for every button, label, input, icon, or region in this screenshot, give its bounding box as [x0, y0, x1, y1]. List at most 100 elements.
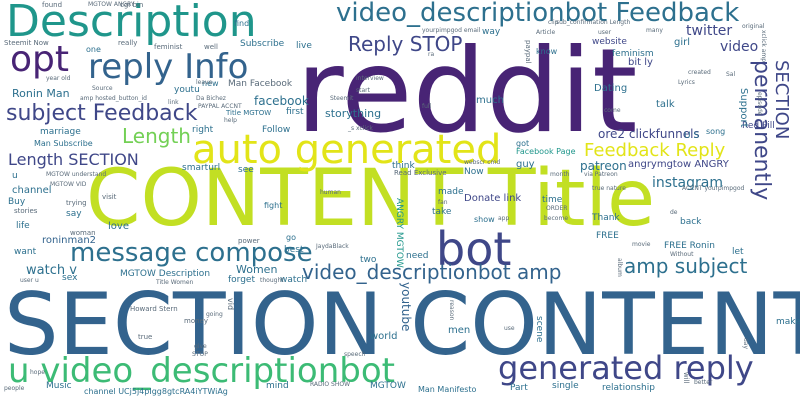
word-album: album — [616, 258, 623, 277]
word-angry-mgtow: ANGRY MGTOW — [394, 198, 404, 268]
word-ra: ra — [428, 51, 435, 58]
word-free-ronin: FREE Ronin — [664, 241, 715, 251]
word-angrymgtow-angry: angrymgtow ANGRY — [628, 159, 729, 170]
word-know: know — [536, 47, 558, 56]
word-time: time — [542, 195, 563, 205]
word-ore2-clickfunnels: ore2 clickfunnels — [598, 127, 700, 141]
word-power: power — [238, 237, 260, 245]
word-article: Article — [536, 29, 556, 36]
word-part: Part — [510, 383, 528, 393]
word-patreon: patreon — [580, 159, 627, 173]
word-make: make — [776, 317, 800, 327]
word-donate-link: Donate link — [464, 193, 522, 204]
word-length: Length — [122, 124, 191, 148]
word-girl: girl — [674, 37, 691, 48]
word-got: got — [516, 139, 530, 148]
word-bit-ly: bit ly — [628, 57, 653, 68]
word-facebook: facebook — [254, 94, 309, 108]
word-made: made — [438, 187, 464, 197]
word-section-vertical: SECTION — [771, 60, 792, 140]
word-read-exclusive: Read Exclusive — [394, 169, 447, 177]
word-u-video-descriptionbot: u video_descriptionbot — [8, 351, 395, 391]
word-app: app — [498, 215, 510, 222]
word-ronin-man: Ronin Man — [12, 87, 70, 100]
word-smarturl: smarturl — [182, 163, 221, 173]
word-xclick-amp: xclick amp — [760, 30, 767, 63]
word-scene: scene — [534, 316, 544, 343]
word-mgtow-vid: MGTOW VID — [50, 181, 87, 188]
word-single: single — [552, 381, 579, 391]
word-created: created — [688, 69, 711, 76]
word-found: found — [42, 1, 63, 9]
word-reply-info: reply Info — [88, 47, 249, 87]
word-interview: interview — [356, 75, 384, 82]
word-order: ORDER — [546, 205, 568, 212]
word-amp-subject: amp subject — [624, 254, 748, 278]
word-new: new — [202, 79, 219, 88]
word-user: user — [598, 29, 612, 36]
word-twitter: twitter — [686, 23, 733, 39]
word-video-descriptionbot-amp: video_descriptionbot amp — [302, 260, 562, 284]
word-user-u: user u — [20, 277, 39, 284]
word-go: go — [286, 233, 296, 242]
word-message-compose: message compose — [70, 238, 313, 268]
word-lyrics: Lyrics — [678, 79, 695, 86]
word-relationship: relationship — [602, 383, 655, 393]
word-money: money — [184, 317, 208, 325]
word-talk: talk — [656, 99, 675, 110]
word-day: day — [742, 338, 749, 350]
word-steemit-now: Steemit Now — [4, 39, 49, 47]
word-source: Source — [92, 85, 113, 92]
word-u: u — [12, 171, 18, 181]
word-opt: opt — [10, 39, 69, 80]
word-generated-reply: generated reply — [498, 349, 754, 387]
word-thought: thought — [260, 277, 284, 284]
word-marriage: marriage — [40, 127, 81, 137]
word-paypal: paypal — [524, 40, 532, 64]
word-need: need — [406, 251, 429, 261]
word-auto-generated: auto generated — [192, 127, 502, 173]
word-subject-feedback: subject Feedback — [6, 101, 198, 126]
word-sex: sex — [62, 273, 78, 283]
word-sal: Sal — [726, 71, 736, 78]
word-man-subscribe: Man Subscribe — [34, 139, 93, 148]
word-support: Support — [738, 88, 749, 128]
word-now: Now — [464, 167, 484, 177]
word-u-s: U S — [684, 131, 700, 141]
word-take: take — [432, 207, 452, 217]
word-dating: Dating — [594, 83, 628, 94]
word-let: let — [732, 247, 744, 257]
word-first: first — [286, 107, 304, 117]
word-amp-hosted: amp hosted_button_id — [80, 95, 147, 102]
word-leave: leave — [196, 79, 213, 86]
word-watch: watch — [280, 275, 308, 285]
word-reply-stop: Reply STOP — [348, 32, 463, 56]
word-reason: reason — [448, 300, 455, 321]
word-vid: vid — [226, 298, 235, 311]
word-will: will — [682, 372, 690, 384]
word-free: FREE — [596, 231, 619, 241]
word-hope: hope — [30, 369, 45, 376]
word-permanently: permanently — [749, 60, 774, 201]
word-movie: movie — [632, 241, 651, 248]
word-video: video — [720, 39, 759, 55]
word-really: really — [118, 39, 138, 47]
word-webscr: webscr cmd — [464, 159, 501, 166]
word-title-mgtow: Title MGTOW — [226, 109, 272, 117]
word-cgi-bin: cgi bin — [120, 1, 144, 9]
word-live: live — [296, 41, 312, 51]
word-visit: visit — [102, 193, 117, 201]
word-description: Description — [6, 0, 257, 47]
word-website: website — [592, 37, 627, 47]
word-mgtow: MGTOW — [370, 381, 406, 391]
word-storything: storything — [325, 107, 382, 120]
word-much: much — [476, 95, 504, 106]
word-video-descriptionbot-feedback: video_descriptionbot Feedback — [336, 0, 740, 28]
word-clip: clip — [548, 19, 559, 26]
word-want: want — [14, 247, 37, 257]
word-month: month — [550, 171, 570, 178]
word-fight: fight — [264, 201, 283, 210]
word-two: two — [360, 255, 377, 265]
word-howard-stern: Howard Stern — [130, 305, 178, 313]
